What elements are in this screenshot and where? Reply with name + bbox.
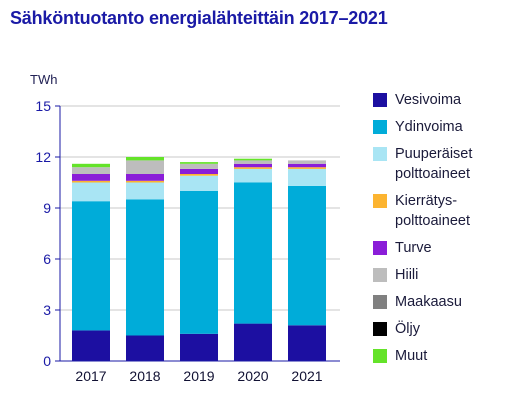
legend-label-1: Ydinvoima — [395, 119, 463, 135]
bar-2020-series-8 — [234, 158, 272, 161]
bar-2017-series-2 — [72, 182, 110, 202]
legend-label-0: Vesivoima — [395, 92, 462, 108]
bar-2020-series-1 — [234, 182, 272, 324]
legend-label-6: Maakaasu — [395, 294, 462, 310]
bar-2019-series-5 — [180, 163, 218, 169]
legend-swatch-1 — [373, 120, 387, 134]
bar-2020-series-5 — [234, 160, 272, 164]
legend-item-8: Muut — [373, 346, 523, 366]
bar-2020-series-2 — [234, 168, 272, 183]
bar-2017-series-3 — [72, 180, 110, 183]
bars — [72, 157, 326, 361]
bar-2018-series-5 — [126, 160, 164, 174]
legend-label-7: Öljy — [395, 321, 420, 337]
bar-2021-series-3 — [288, 167, 326, 169]
y-tick-label-9: 9 — [43, 200, 51, 216]
legend-label-2: Puuperäiset polttoaineet — [395, 146, 473, 182]
legend-label-8: Muut — [395, 348, 428, 364]
bar-2017-series-0 — [72, 330, 110, 361]
bar-2017-series-1 — [72, 201, 110, 331]
legend-item-2: Puuperäiset polttoaineet — [373, 144, 523, 184]
chart-title: Sähköntuotanto energialähteittäin 2017–2… — [10, 8, 388, 28]
x-tick-label-2020: 2020 — [237, 368, 268, 384]
legend-swatch-0 — [373, 93, 387, 107]
bar-2018-series-0 — [126, 335, 164, 361]
legend-swatch-4 — [373, 241, 387, 255]
bar-2019-series-2 — [180, 175, 218, 191]
bar-2019-series-3 — [180, 174, 218, 176]
bar-2019-series-8 — [180, 162, 218, 164]
bar-2017-series-8 — [72, 163, 110, 168]
legend-swatch-8 — [373, 349, 387, 363]
legend-swatch-7 — [373, 322, 387, 336]
x-tick-label-2021: 2021 — [291, 368, 322, 384]
y-tick-label-15: 15 — [35, 98, 51, 114]
legend-item-7: Öljy — [373, 319, 523, 339]
legend-item-6: Maakaasu — [373, 292, 523, 312]
legend-label-4: Turve — [395, 240, 432, 256]
bar-2021-series-1 — [288, 185, 326, 326]
bar-2020-series-4 — [234, 163, 272, 168]
legend-swatch-5 — [373, 268, 387, 282]
legend-item-5: Hiili — [373, 265, 523, 285]
y-tick-label-6: 6 — [43, 251, 51, 267]
legend-label-3: Kierrätys- polttoaineet — [395, 193, 470, 229]
bar-2017-series-5 — [72, 167, 110, 174]
bar-2018-series-1 — [126, 199, 164, 336]
bar-2018-series-8 — [126, 157, 164, 161]
legend-label-5: Hiili — [395, 267, 419, 283]
bar-2021-series-0 — [288, 325, 326, 361]
legend-swatch-6 — [373, 295, 387, 309]
bar-2020-series-0 — [234, 323, 272, 361]
x-tick-label-2019: 2019 — [183, 368, 214, 384]
axes: 0 3 6 9 12 15 2017 2018 2019 2020 2021 — [35, 98, 340, 384]
legend-item-1: Ydinvoima — [373, 117, 523, 137]
x-tick-label-2018: 2018 — [129, 368, 160, 384]
bar-2018-series-4 — [126, 174, 164, 181]
bar-2018-series-3 — [126, 180, 164, 183]
legend-item-4: Turve — [373, 238, 523, 258]
bar-2020-series-3 — [234, 167, 272, 169]
bar-2021-series-5 — [288, 160, 326, 164]
x-tick-label-2017: 2017 — [75, 368, 106, 384]
legend-item-0: Vesivoima — [373, 90, 523, 110]
bar-2018-series-2 — [126, 182, 164, 200]
y-tick-label-12: 12 — [35, 149, 51, 165]
y-axis-unit-label: TWh — [30, 72, 58, 87]
bar-2021-series-4 — [288, 163, 326, 168]
legend-swatch-2 — [373, 147, 387, 161]
y-tick-label-0: 0 — [43, 353, 51, 369]
bar-2019-series-4 — [180, 168, 218, 174]
bar-2019-series-0 — [180, 333, 218, 361]
legend-swatch-3 — [373, 194, 387, 208]
bar-2019-series-1 — [180, 191, 218, 334]
legend: Vesivoima Ydinvoima Puuperäiset polttoaine… — [373, 90, 523, 373]
bar-2017-series-4 — [72, 174, 110, 181]
y-tick-label-3: 3 — [43, 302, 51, 318]
bar-2021-series-2 — [288, 168, 326, 186]
legend-item-3: Kierrätys- polttoaineet — [373, 191, 523, 231]
